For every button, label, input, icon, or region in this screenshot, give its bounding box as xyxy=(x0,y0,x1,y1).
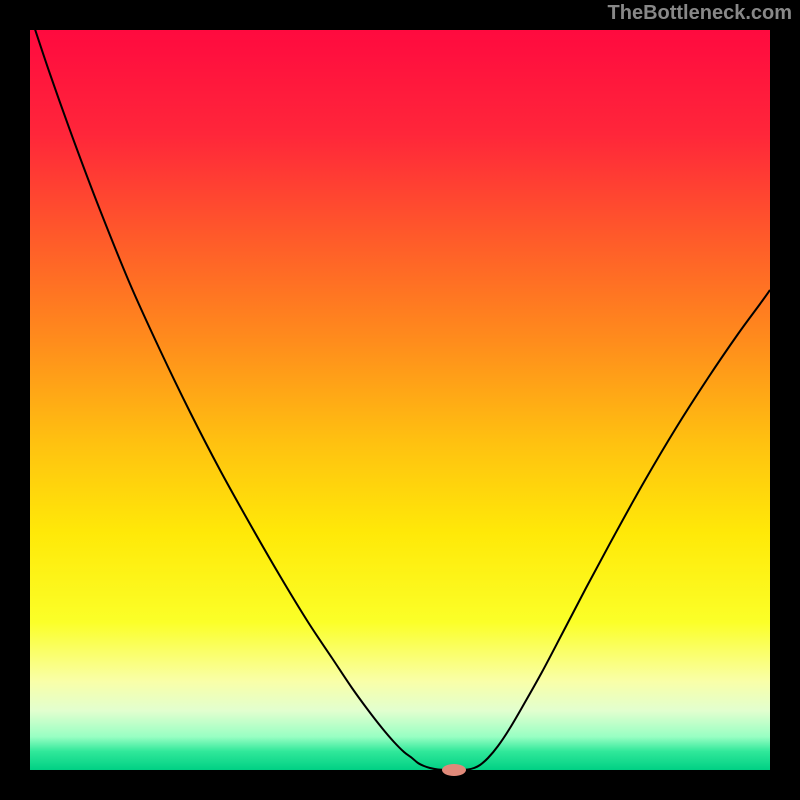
plot-area xyxy=(30,30,770,770)
optimal-point-marker xyxy=(442,764,466,776)
bottleneck-curve-chart xyxy=(0,0,800,800)
chart-container: TheBottleneck.com xyxy=(0,0,800,800)
watermark-label: TheBottleneck.com xyxy=(608,2,792,25)
